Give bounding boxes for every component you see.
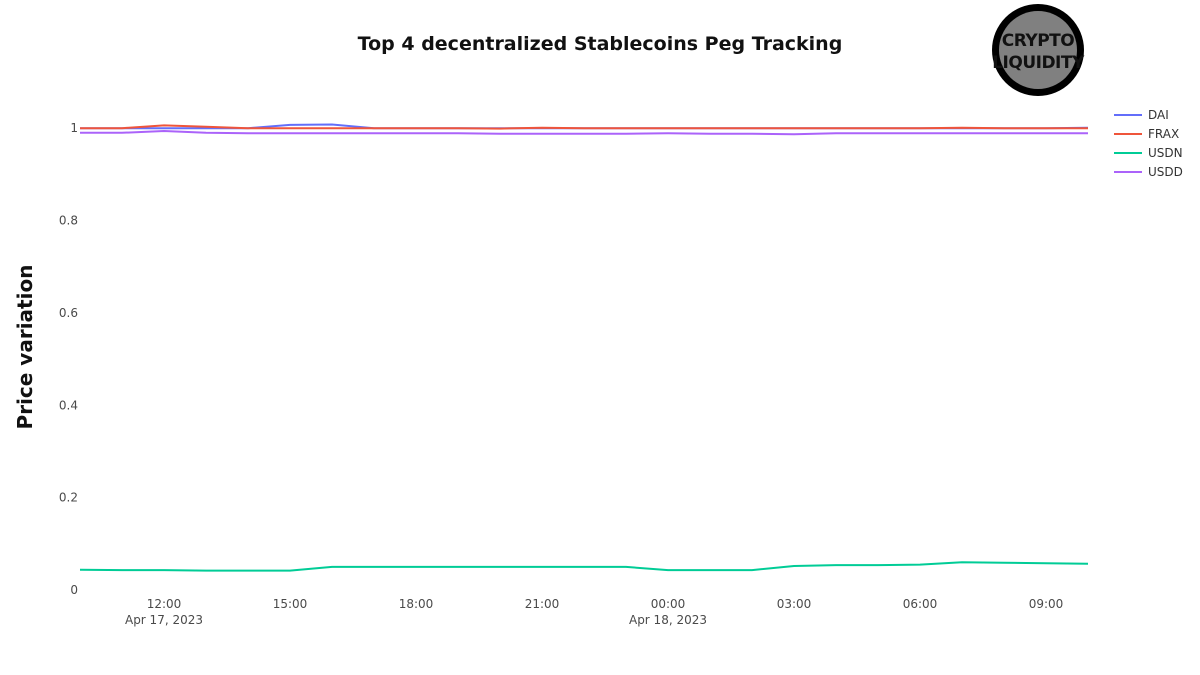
x-tick-label: 12:00 xyxy=(147,597,182,611)
x-tick-label: 06:00 xyxy=(903,597,938,611)
y-axis-ticks: 0 0.2 0.4 0.6 0.8 1 xyxy=(59,121,78,597)
y-tick-label: 0.8 xyxy=(59,214,78,228)
series-line-frax xyxy=(80,124,1088,130)
series-line-usdn xyxy=(79,561,1089,572)
y-tick-label: 0.4 xyxy=(59,398,78,412)
x-tick-label: 03:00 xyxy=(777,597,812,611)
legend[interactable]: DAI FRAX USDN USDD xyxy=(1114,108,1183,179)
plot-lines xyxy=(79,123,1089,572)
y-tick-label: 0 xyxy=(70,583,78,597)
x-tick-date-label: Apr 17, 2023 xyxy=(125,613,203,627)
y-tick-label: 1 xyxy=(70,121,78,135)
legend-label-usdd[interactable]: USDD xyxy=(1148,165,1183,179)
x-tick-label: 09:00 xyxy=(1029,597,1064,611)
legend-label-frax[interactable]: FRAX xyxy=(1148,127,1179,141)
y-tick-label: 0.6 xyxy=(59,306,78,320)
logo-disc xyxy=(999,11,1077,89)
y-tick-label: 0.2 xyxy=(59,491,78,505)
logo-text-line2: LIQUIDITY xyxy=(992,53,1085,73)
legend-label-usdn[interactable]: USDN xyxy=(1148,146,1183,160)
logo-text-line1: CRYPTO xyxy=(1002,31,1075,51)
y-axis-label: Price variation xyxy=(13,265,37,430)
series-line-usdd xyxy=(80,130,1088,136)
x-tick-date-label: Apr 18, 2023 xyxy=(629,613,707,627)
chart-title: Top 4 decentralized Stablecoins Peg Trac… xyxy=(358,33,843,55)
x-axis-ticks: 12:00 Apr 17, 2023 15:00 18:00 21:00 00:00 Apr… xyxy=(125,597,1063,627)
legend-label-dai[interactable]: DAI xyxy=(1148,108,1169,122)
x-tick-label: 18:00 xyxy=(399,597,434,611)
x-tick-label: 15:00 xyxy=(273,597,308,611)
x-tick-label: 21:00 xyxy=(525,597,560,611)
x-tick-label: 00:00 xyxy=(651,597,686,611)
crypto-liquidity-logo: CRYPTO LIQUIDITY xyxy=(992,4,1085,96)
